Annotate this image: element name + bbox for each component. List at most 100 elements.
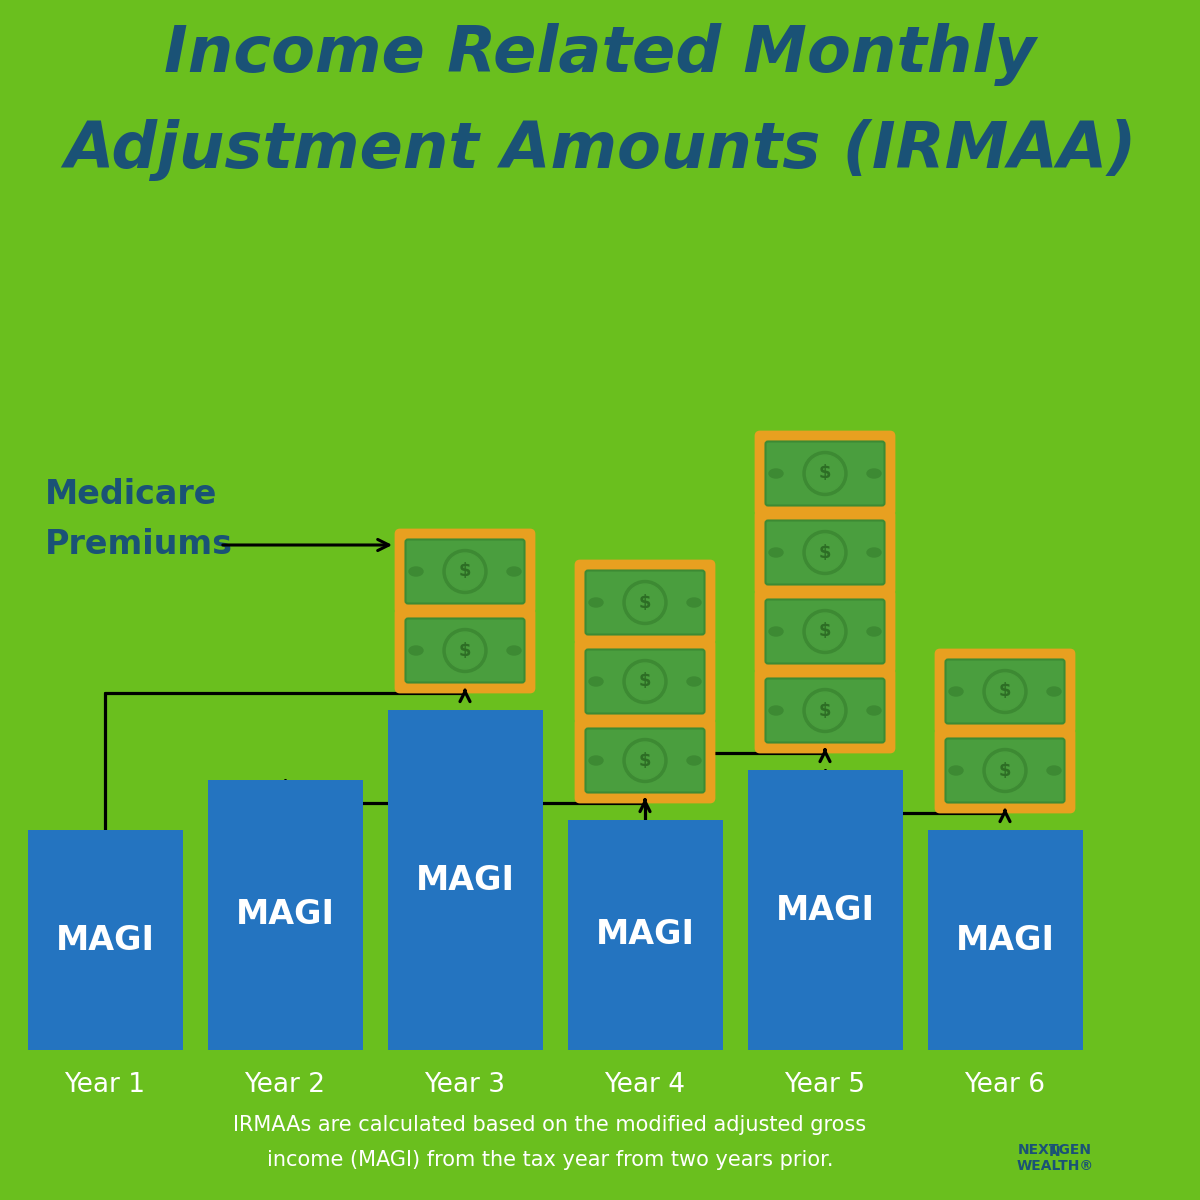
Ellipse shape — [866, 548, 881, 557]
Text: NEXTGEN
WEALTH®: NEXTGEN WEALTH® — [1016, 1142, 1093, 1174]
Ellipse shape — [686, 598, 701, 607]
Circle shape — [626, 584, 664, 622]
Ellipse shape — [769, 548, 784, 557]
FancyBboxPatch shape — [406, 618, 524, 683]
Text: MAGI: MAGI — [595, 918, 695, 952]
FancyBboxPatch shape — [586, 649, 704, 714]
Text: MAGI: MAGI — [415, 864, 515, 896]
Circle shape — [806, 613, 844, 650]
Circle shape — [446, 553, 484, 590]
FancyBboxPatch shape — [586, 570, 704, 635]
Text: $: $ — [458, 642, 472, 660]
FancyBboxPatch shape — [396, 608, 534, 692]
Ellipse shape — [1046, 766, 1061, 775]
Ellipse shape — [769, 626, 784, 636]
Text: $: $ — [638, 751, 652, 769]
Text: Income Related Monthly: Income Related Monthly — [164, 24, 1036, 86]
Ellipse shape — [589, 756, 604, 766]
Text: $: $ — [818, 702, 832, 720]
Circle shape — [803, 689, 847, 732]
FancyBboxPatch shape — [946, 660, 1064, 724]
Text: $: $ — [998, 762, 1012, 780]
FancyBboxPatch shape — [928, 830, 1082, 1050]
Text: MAGI: MAGI — [235, 899, 335, 931]
Ellipse shape — [769, 706, 784, 715]
Ellipse shape — [686, 677, 701, 686]
Circle shape — [986, 673, 1024, 710]
FancyBboxPatch shape — [756, 511, 894, 594]
FancyBboxPatch shape — [388, 710, 542, 1050]
Ellipse shape — [589, 677, 604, 686]
Text: $: $ — [818, 623, 832, 641]
FancyBboxPatch shape — [586, 728, 704, 792]
Circle shape — [806, 455, 844, 492]
FancyBboxPatch shape — [576, 640, 714, 722]
Text: Year 5: Year 5 — [785, 1072, 865, 1098]
FancyBboxPatch shape — [576, 560, 714, 644]
Text: $: $ — [458, 563, 472, 581]
FancyBboxPatch shape — [756, 432, 894, 515]
FancyBboxPatch shape — [568, 820, 722, 1050]
Text: MAGI: MAGI — [775, 894, 875, 926]
Circle shape — [983, 670, 1027, 714]
Text: Year 3: Year 3 — [425, 1072, 505, 1098]
FancyBboxPatch shape — [756, 670, 894, 752]
Circle shape — [806, 692, 844, 730]
FancyBboxPatch shape — [406, 540, 524, 604]
Ellipse shape — [508, 646, 521, 655]
Ellipse shape — [949, 686, 964, 696]
FancyBboxPatch shape — [936, 728, 1074, 812]
FancyBboxPatch shape — [766, 442, 884, 505]
Ellipse shape — [508, 566, 521, 576]
Text: Premiums: Premiums — [46, 528, 233, 562]
Circle shape — [623, 581, 667, 624]
Circle shape — [803, 451, 847, 496]
Text: MAGI: MAGI — [55, 924, 155, 956]
Ellipse shape — [409, 646, 424, 655]
Text: Year 1: Year 1 — [65, 1072, 145, 1098]
Ellipse shape — [866, 706, 881, 715]
FancyBboxPatch shape — [946, 738, 1064, 803]
FancyBboxPatch shape — [576, 719, 714, 802]
Text: N: N — [1049, 1145, 1061, 1159]
FancyBboxPatch shape — [28, 830, 182, 1050]
Text: $: $ — [638, 672, 652, 690]
Text: Year 4: Year 4 — [605, 1072, 685, 1098]
Circle shape — [803, 610, 847, 654]
FancyBboxPatch shape — [766, 600, 884, 664]
FancyBboxPatch shape — [208, 780, 362, 1050]
Circle shape — [803, 530, 847, 575]
FancyBboxPatch shape — [936, 650, 1074, 733]
Circle shape — [986, 752, 1024, 790]
Text: Medicare: Medicare — [46, 479, 217, 511]
Text: Adjustment Amounts (IRMAA): Adjustment Amounts (IRMAA) — [64, 119, 1136, 181]
FancyBboxPatch shape — [396, 530, 534, 613]
Circle shape — [983, 749, 1027, 792]
Circle shape — [806, 534, 844, 571]
FancyBboxPatch shape — [766, 678, 884, 743]
Text: $: $ — [638, 594, 652, 612]
Ellipse shape — [686, 756, 701, 766]
Ellipse shape — [866, 469, 881, 478]
Ellipse shape — [589, 598, 604, 607]
Text: Year 6: Year 6 — [965, 1072, 1045, 1098]
Circle shape — [443, 629, 487, 672]
Text: IRMAAs are calculated based on the modified adjusted gross: IRMAAs are calculated based on the modif… — [234, 1115, 866, 1135]
FancyBboxPatch shape — [748, 770, 902, 1050]
Text: $: $ — [818, 544, 832, 562]
Text: income (MAGI) from the tax year from two years prior.: income (MAGI) from the tax year from two… — [266, 1150, 833, 1170]
Ellipse shape — [769, 469, 784, 478]
Text: MAGI: MAGI — [955, 924, 1055, 956]
Circle shape — [623, 738, 667, 782]
FancyBboxPatch shape — [766, 521, 884, 584]
Ellipse shape — [866, 626, 881, 636]
Circle shape — [623, 660, 667, 703]
Circle shape — [626, 742, 664, 779]
Circle shape — [443, 550, 487, 594]
Text: $: $ — [998, 683, 1012, 701]
Circle shape — [626, 662, 664, 700]
Text: $: $ — [818, 464, 832, 482]
Ellipse shape — [409, 566, 424, 576]
Ellipse shape — [1046, 686, 1061, 696]
Text: Year 2: Year 2 — [245, 1072, 325, 1098]
